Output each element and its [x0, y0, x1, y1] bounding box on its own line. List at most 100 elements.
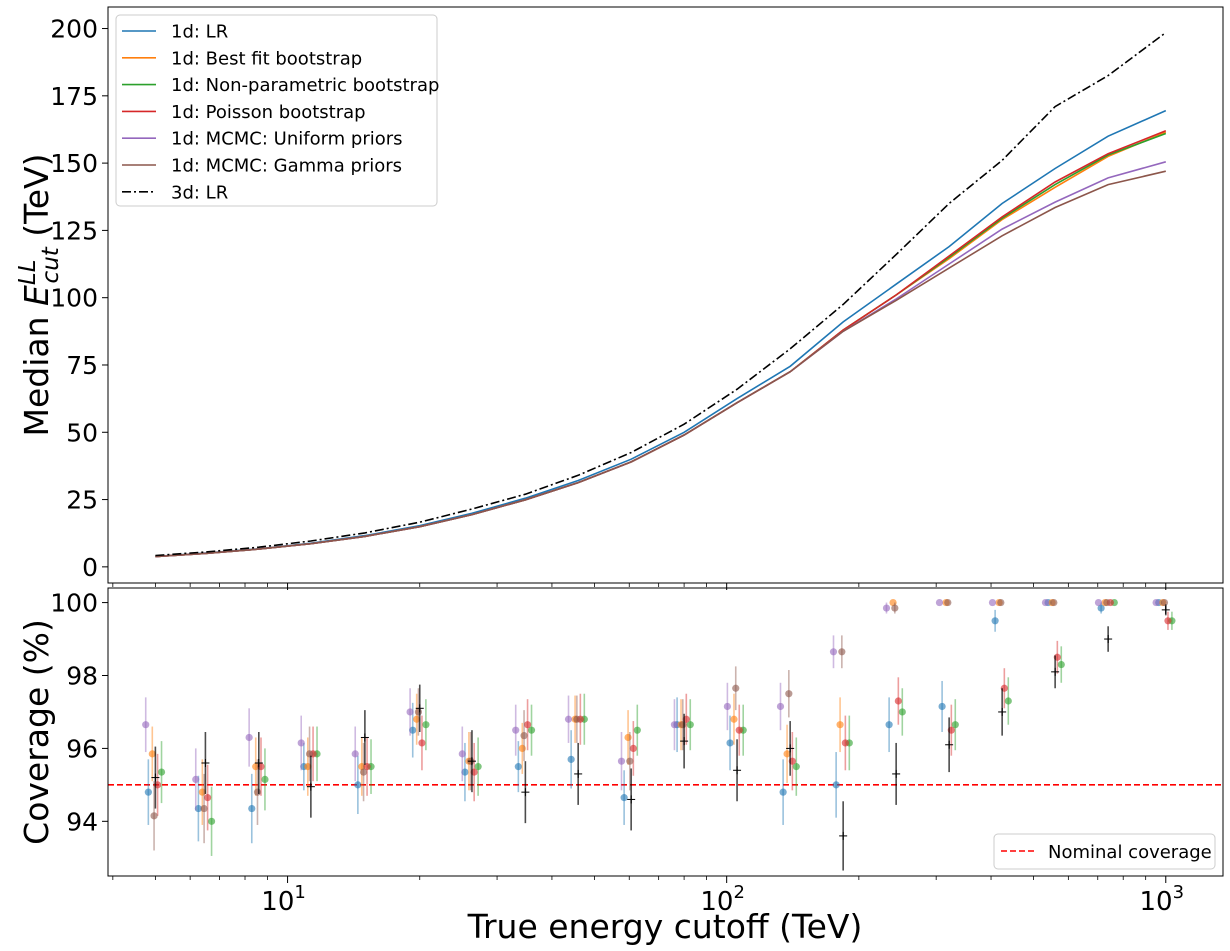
data-point	[898, 708, 906, 716]
series-line	[155, 161, 1167, 558]
y-tick-label: 100	[50, 284, 98, 313]
data-point	[527, 726, 536, 734]
data-point	[305, 750, 314, 758]
data-point	[304, 763, 312, 771]
median-panel: 0 25 50 75 100 125 150 175 200 Median ELLcut (TeV…	[15, 6, 1224, 590]
legend-label: 1d: Best fit bootstrap	[171, 48, 362, 69]
y-tick-label: 96	[66, 734, 98, 763]
y-tick-label: 200	[50, 15, 98, 44]
series-line	[155, 170, 1166, 558]
data-point	[148, 750, 156, 758]
y-tick-label: 175	[50, 82, 98, 111]
data-point	[142, 721, 150, 729]
legend-label: 1d: Non-parametric bootstrap	[171, 75, 439, 96]
data-point	[204, 794, 212, 802]
data-point	[894, 697, 902, 705]
data-point	[1094, 598, 1103, 607]
data-point	[418, 739, 426, 747]
data-point	[792, 763, 800, 771]
data-point	[461, 768, 469, 776]
data-point	[988, 598, 997, 607]
legend: Nominal coverage	[993, 833, 1216, 870]
legend-label: 1d: MCMC: Uniform priors	[171, 129, 403, 150]
data-point	[951, 721, 959, 729]
y-tick-label: 98	[66, 661, 98, 690]
data-point	[776, 702, 785, 711]
data-point	[624, 733, 632, 742]
data-point	[523, 721, 532, 729]
legend-box	[115, 14, 438, 207]
x-tick-label: 102	[700, 882, 745, 917]
data-point	[1160, 598, 1169, 607]
x-tick-base: 10	[261, 887, 294, 917]
data-point	[891, 604, 899, 612]
data-point	[779, 788, 787, 796]
data-point	[686, 721, 694, 729]
y-tick-label: 100	[50, 589, 98, 618]
x-tick-exponent: 1	[294, 882, 305, 903]
data-point	[363, 763, 371, 771]
data-point	[732, 684, 740, 692]
data-point	[252, 763, 260, 771]
data-point	[885, 721, 893, 729]
data-point	[413, 715, 421, 723]
data-point	[520, 732, 528, 740]
data-point	[620, 794, 628, 802]
data-point	[723, 702, 731, 711]
data-point	[351, 750, 359, 758]
y-tick-label: 75	[66, 351, 98, 380]
data-point	[248, 804, 256, 813]
x-tick-base: 10	[1139, 887, 1172, 917]
data-point	[198, 788, 206, 796]
data-point	[836, 721, 844, 729]
y-label-superscript: LL	[15, 259, 41, 285]
y-label-unit: (TeV)	[17, 154, 56, 248]
legend-label: 1d: LR	[171, 22, 228, 43]
data-point	[207, 817, 216, 825]
data-point	[245, 733, 253, 742]
y-label-base: Median	[17, 306, 56, 437]
plot-frame	[107, 6, 1224, 584]
series-line	[155, 31, 1167, 557]
data-point	[518, 744, 526, 753]
plot-frame	[107, 587, 1224, 877]
data-point	[735, 726, 743, 734]
data-point	[354, 781, 362, 789]
data-point	[564, 715, 573, 723]
data-point	[567, 755, 575, 763]
data-point	[359, 768, 368, 776]
data-point	[1041, 598, 1050, 607]
data-point	[838, 648, 846, 656]
data-point	[626, 757, 634, 765]
x-tick-exponent: 3	[1173, 882, 1184, 903]
x-tick-exponent: 2	[733, 882, 744, 903]
data-point	[409, 726, 417, 734]
x-tick-base: 10	[700, 887, 733, 917]
y-tick-label: 25	[66, 486, 98, 515]
data-point	[938, 702, 946, 711]
data-point	[944, 598, 952, 607]
legend-label: 1d: Poisson bootstrap	[171, 102, 366, 123]
data-point	[991, 617, 999, 625]
data-point	[458, 750, 466, 758]
y-tick-label: 50	[66, 418, 98, 447]
data-point	[261, 775, 269, 783]
data-point	[1004, 697, 1012, 705]
data-point	[670, 721, 679, 729]
legend-label: 1d: MCMC: Gamma priors	[171, 156, 402, 177]
data-point	[1152, 598, 1160, 607]
data-point	[730, 715, 738, 723]
data-point	[997, 598, 1005, 607]
y-tick-label: 94	[66, 807, 98, 836]
data-point	[150, 812, 158, 820]
data-point	[157, 768, 166, 776]
y-label-symbol: E	[17, 285, 56, 306]
x-tick-label: 103	[1139, 882, 1184, 917]
x-tick-label: 101	[261, 882, 306, 917]
data-point	[414, 708, 423, 716]
legend-label: 3d: LR	[171, 182, 228, 203]
data-point	[514, 763, 522, 771]
data-point	[633, 726, 641, 734]
y-label-subscript: cut	[38, 246, 64, 283]
